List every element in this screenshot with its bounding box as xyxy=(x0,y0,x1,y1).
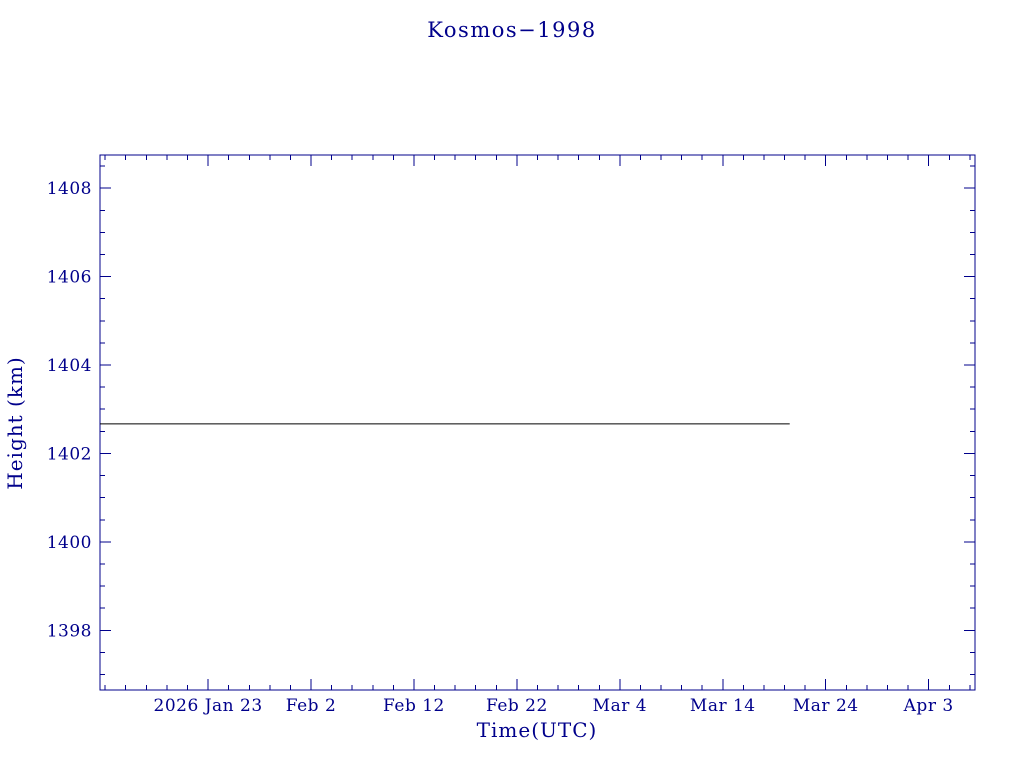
y-tick-label: 1404 xyxy=(47,356,92,376)
x-tick-label: Feb 22 xyxy=(486,696,548,716)
x-tick-label: Mar 14 xyxy=(690,696,756,716)
x-tick-label: Mar 4 xyxy=(593,696,647,716)
x-tick-label: Apr 3 xyxy=(903,696,954,716)
y-tick-label: 1406 xyxy=(47,268,92,288)
y-tick-label: 1408 xyxy=(47,179,92,199)
y-tick-label: 1402 xyxy=(47,444,92,464)
plot-frame xyxy=(99,154,976,691)
x-axis-label: Time(UTC) xyxy=(477,718,598,742)
x-tick-label: Feb 12 xyxy=(383,696,445,716)
x-tick-label: Feb 2 xyxy=(286,696,337,716)
y-axis-label: Height (km) xyxy=(3,356,27,489)
x-tick-label: Mar 24 xyxy=(793,696,859,716)
chart-title: Kosmos−1998 xyxy=(427,18,596,42)
x-tick-label: 2026 Jan 23 xyxy=(154,696,263,716)
y-tick-label: 1400 xyxy=(47,533,92,553)
y-tick-label: 1398 xyxy=(47,621,92,641)
